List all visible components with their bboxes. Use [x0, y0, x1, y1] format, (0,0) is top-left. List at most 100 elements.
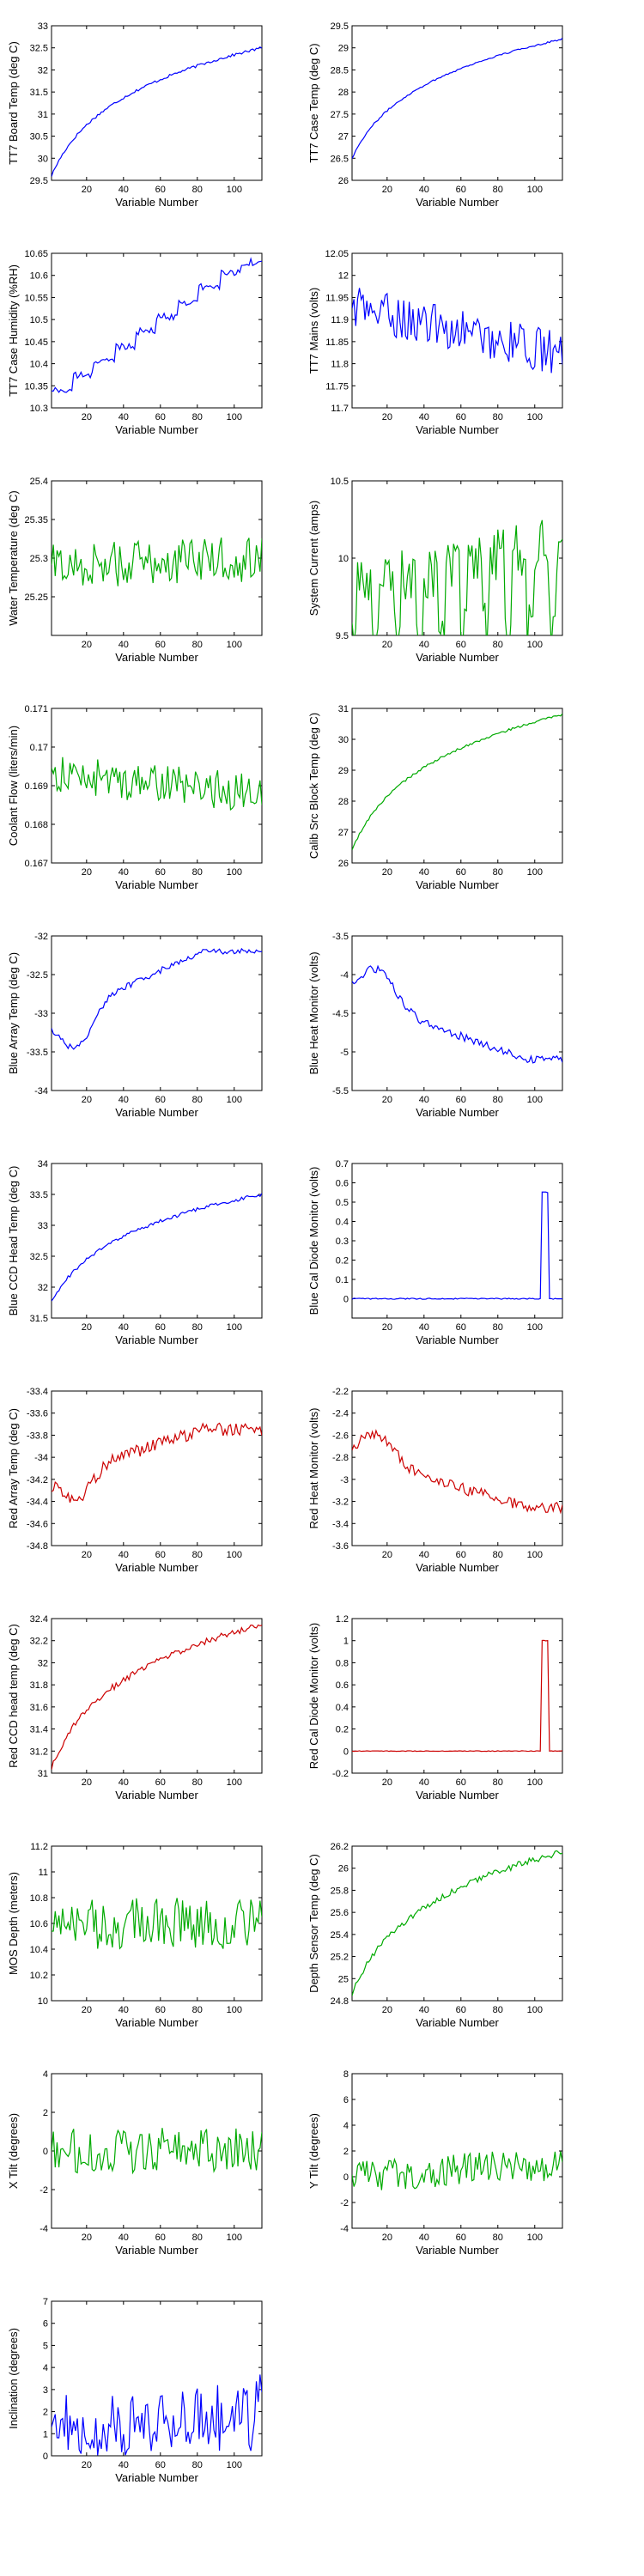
chart-panel-18: 20 40 60 80 100 24.8 25 25.2 25.4 25.6 25.8 26 26.2 V…	[307, 1842, 563, 2029]
y-tick-label: 10.5	[331, 477, 349, 487]
plot-frame	[351, 2073, 563, 2229]
y-tick-label: -3.2	[332, 1498, 349, 1508]
y-axis-label: Calib Src Block Temp (deg C)	[307, 713, 320, 859]
x-axis-label: Variable Number	[115, 2244, 198, 2257]
y-axis-label: TT7 Case Temp (deg C)	[307, 43, 320, 162]
x-axis-label: Variable Number	[416, 2016, 499, 2029]
x-tick-label: 100	[527, 867, 543, 878]
y-axis-label: Y Tilt (degrees)	[307, 2113, 320, 2189]
series-line	[52, 1193, 262, 1302]
y-tick-label: -3.5	[332, 932, 349, 942]
x-tick-label: 100	[227, 1550, 242, 1560]
y-tick-label: 11	[39, 1868, 48, 1878]
series-line	[52, 257, 262, 393]
x-tick-label: 60	[456, 1322, 466, 1333]
x-tick-label: 80	[493, 2005, 503, 2015]
x-tick-label: 20	[82, 2460, 92, 2470]
chart-panel-11: 20 40 60 80 100 31.5 32 32.5 33 33.5 34 Variable Nu…	[7, 1159, 263, 1346]
x-tick-label: 60	[456, 185, 466, 195]
y-tick-label: 10.4	[30, 1945, 48, 1955]
x-tick-label: 40	[419, 1550, 429, 1560]
y-axis-label: MOS Depth (meters)	[7, 1872, 20, 1975]
x-axis-label: Variable Number	[115, 2471, 198, 2484]
y-tick-label: 10.6	[30, 271, 48, 282]
plot-frame	[351, 935, 563, 1091]
y-tick-label: 32.4	[30, 1614, 48, 1625]
x-tick-label: 80	[192, 2233, 203, 2243]
x-tick-label: 20	[382, 1095, 392, 1105]
x-tick-label: 60	[456, 412, 466, 422]
y-tick-label: -34.4	[27, 1498, 48, 1508]
x-tick-label: 20	[382, 1777, 392, 1788]
y-tick-label: 1.2	[336, 1614, 349, 1625]
x-tick-label: 20	[382, 1322, 392, 1333]
y-tick-label: 28	[338, 797, 349, 807]
y-tick-label: 10.65	[24, 249, 48, 259]
x-axis-label: Variable Number	[115, 2016, 198, 2029]
y-tick-label: 11.95	[325, 293, 349, 303]
x-tick-label: 60	[456, 2005, 466, 2015]
y-tick-label: 10.55	[24, 293, 48, 303]
x-axis-label: Variable Number	[115, 878, 198, 891]
y-tick-label: -2	[39, 2185, 48, 2196]
x-tick-label: 40	[118, 2005, 129, 2015]
x-axis-label: Variable Number	[416, 1561, 499, 1574]
series-line	[52, 46, 262, 177]
y-tick-label: 32.5	[30, 1252, 48, 1262]
y-axis-label: Blue Cal Diode Monitor (volts)	[307, 1167, 320, 1315]
y-tick-label: 11.85	[325, 337, 349, 348]
chart-panel-6: 20 40 60 80 100 9.5 10 10.5 Variable Number Syste…	[307, 477, 563, 664]
y-tick-label: 5	[43, 2341, 48, 2351]
y-tick-label: 9.5	[336, 631, 349, 641]
y-tick-label: 30	[338, 735, 349, 745]
chart-panel-17: 20 40 60 80 100 10 10.2 10.4 10.6 10.8 11 11.2 Varia…	[7, 1842, 263, 2029]
series-line	[352, 37, 562, 159]
x-tick-label: 40	[419, 1322, 429, 1333]
x-tick-label: 20	[382, 867, 392, 878]
x-tick-label: 40	[419, 1095, 429, 1105]
x-tick-label: 80	[493, 1550, 503, 1560]
y-tick-label: 0.17	[30, 743, 48, 753]
x-tick-label: 40	[419, 867, 429, 878]
series-line	[52, 1898, 262, 1950]
chart-panel-8: 20 40 60 80 100 26 27 28 29 30 31 Variable Number Ca…	[307, 704, 563, 891]
series-line	[352, 1429, 562, 1515]
chart-panel-5: 20 40 60 80 100 25.25 25.3 25.35 25.4 Variable Nu…	[7, 477, 263, 664]
y-tick-label: 0.7	[336, 1159, 349, 1170]
y-tick-label: 27	[338, 132, 349, 143]
series-line	[352, 964, 562, 1064]
y-tick-label: 31	[38, 1769, 48, 1779]
y-tick-label: 29.5	[30, 176, 48, 186]
x-tick-label: 40	[419, 640, 429, 650]
plot-frame	[51, 1390, 263, 1546]
y-tick-label: 30.5	[30, 132, 48, 143]
series-line	[52, 2374, 262, 2456]
y-tick-label: 0.2	[336, 1256, 349, 1267]
series-line	[52, 756, 262, 811]
chart-panel-19: 20 40 60 80 100 -4 -2 0 2 4 Variable Number X Tilt …	[7, 2069, 263, 2257]
y-tick-label: -4	[39, 2224, 48, 2234]
y-tick-label: -4	[340, 2224, 349, 2234]
series-line	[352, 288, 562, 374]
y-tick-label: 26	[338, 1864, 349, 1874]
plot-frame	[51, 2300, 263, 2457]
x-axis-label: Variable Number	[416, 878, 499, 891]
y-tick-label: -33.8	[27, 1431, 48, 1441]
x-tick-label: 40	[118, 1322, 129, 1333]
y-tick-label: -3.4	[332, 1519, 349, 1529]
x-tick-label: 20	[382, 2005, 392, 2015]
y-tick-label: 0.168	[24, 820, 48, 830]
series-line	[352, 519, 562, 635]
y-tick-label: 26.2	[331, 1842, 349, 1852]
x-tick-label: 100	[227, 867, 242, 878]
x-tick-label: 40	[118, 185, 129, 195]
x-tick-label: 40	[419, 185, 429, 195]
x-tick-label: 40	[118, 412, 129, 422]
plot-frame	[351, 1618, 563, 1774]
y-tick-label: 4	[43, 2069, 48, 2080]
series-line	[52, 1624, 262, 1770]
x-tick-label: 20	[382, 1550, 392, 1560]
y-tick-label: 10.3	[30, 404, 48, 414]
y-tick-label: 11.2	[30, 1842, 48, 1852]
x-tick-label: 100	[227, 185, 242, 195]
